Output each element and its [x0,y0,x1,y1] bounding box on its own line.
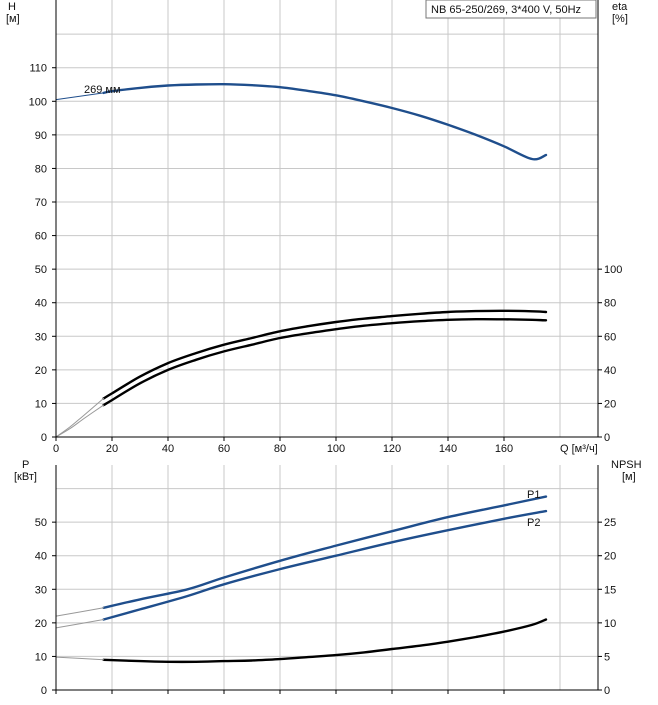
top-series-2-line [102,309,548,400]
npsh-axis-unit: [м] [622,471,636,483]
p1-label: P1 [527,489,540,501]
y-tick-label-h: 50 [35,264,47,276]
y-tick-label-p: 30 [35,584,47,596]
y-tick-label-npsh: 25 [604,517,616,529]
impeller-annotation: 269 мм [84,84,121,96]
x-tick-label: 140 [439,443,457,455]
x-tick-label: 100 [327,443,345,455]
y-tick-label-h: 0 [41,432,47,444]
y-tick-label-p: 10 [35,651,47,663]
bottom-series-4-line [55,619,105,629]
top-h-line [102,82,548,161]
y-tick-label-eta: 20 [604,398,616,410]
x-tick-label: 60 [218,443,230,455]
y-tick-label-h: 30 [35,331,47,343]
y-tick-label-eta: 100 [604,264,622,276]
y-tick-label-h: 60 [35,231,47,243]
y-tick-label-npsh: 0 [604,685,610,697]
h-axis-unit: [м] [6,13,20,25]
y-tick-label-h: 110 [29,63,47,75]
eta-axis-title: eta [612,1,628,13]
bottom-p1-line [102,495,548,609]
y-tick-label-p: 40 [35,551,47,563]
y-tick-label-eta: 0 [604,432,610,444]
y-tick-label-npsh: 20 [604,551,616,563]
bottom-p2-line [102,509,548,621]
y-tick-label-eta: 60 [604,331,616,343]
y-tick-label-npsh: 15 [604,584,616,596]
x-tick-label: 160 [495,443,513,455]
title-box [425,0,597,19]
y-tick-label-h: 10 [35,398,47,410]
y-tick-label-h: 20 [35,365,47,377]
y-tick-label-h: 100 [29,96,47,108]
y-tick-label-h: 40 [35,298,47,310]
npsh-axis-title: NPSH [611,459,642,471]
y-tick-label-npsh: 10 [604,618,616,630]
eta-axis-unit: [%] [612,13,628,25]
y-tick-label-eta: 80 [604,298,616,310]
top-series-5-line [55,404,105,438]
bottom-series-5-line [55,656,105,661]
top-series-3-line [102,317,548,407]
y-tick-label-p: 0 [41,685,47,697]
x-tick-label: 0 [53,443,59,455]
bottom-series-3-line [55,607,105,617]
chart-title: NB 65-250/269, 3*400 V, 50Hz [431,4,581,16]
y-tick-label-npsh: 5 [604,651,610,663]
y-tick-label-p: 20 [35,618,47,630]
top-series-1-line [55,92,105,101]
x-tick-label: 20 [106,443,118,455]
top-series-4-line [55,397,105,438]
x-tick-label: 40 [162,443,174,455]
p2-label: P2 [527,517,540,529]
y-tick-label-p: 50 [35,517,47,529]
h-axis-title: H [8,1,16,13]
y-tick-label-h: 90 [35,130,47,142]
x-axis-label: Q [м³/ч] [560,443,598,455]
p-axis-title: P [22,459,29,471]
bottom-series-2-line [102,618,548,664]
x-tick-label: 80 [274,443,286,455]
p-axis-unit: [кВт] [14,471,37,483]
x-tick-label: 120 [383,443,401,455]
y-tick-label-eta: 40 [604,365,616,377]
y-tick-label-h: 70 [35,197,47,209]
y-tick-label-h: 80 [35,163,47,175]
